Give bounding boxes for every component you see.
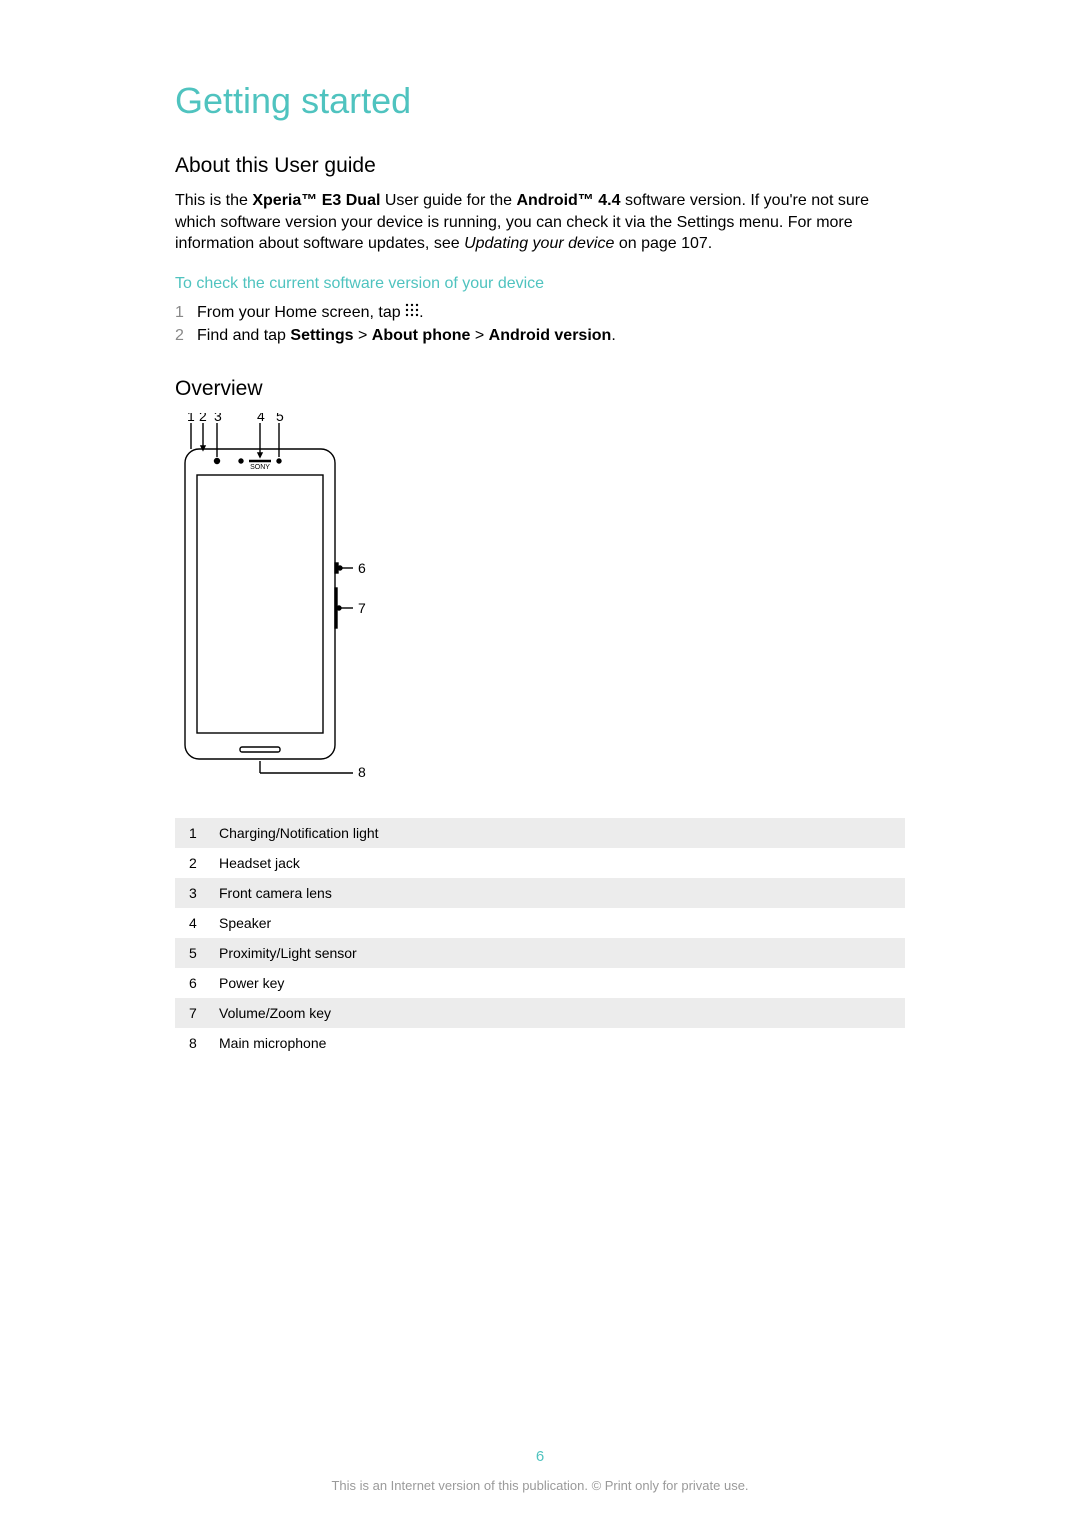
- check-version-subhead: To check the current software version of…: [175, 275, 905, 293]
- callout-num: 5: [276, 413, 284, 424]
- legend-label: Headset jack: [211, 848, 905, 878]
- table-row: 3Front camera lens: [175, 878, 905, 908]
- callout-num: 6: [358, 560, 366, 576]
- step-text-post: .: [419, 304, 423, 321]
- legend-label: Volume/Zoom key: [211, 998, 905, 1028]
- overview-heading: Overview: [175, 377, 905, 401]
- legend-label: Speaker: [211, 908, 905, 938]
- brand-label: SONY: [250, 464, 270, 471]
- step-number: 1: [175, 301, 197, 324]
- about-product: Xperia™ E3 Dual: [252, 192, 380, 209]
- legend-table: 1Charging/Notification light 2Headset ja…: [175, 818, 905, 1058]
- step-row: 1 From your Home screen, tap .: [175, 301, 905, 324]
- about-paragraph: This is the Xperia™ E3 Dual User guide f…: [175, 190, 905, 255]
- legend-num: 5: [175, 938, 211, 968]
- table-row: 2Headset jack: [175, 848, 905, 878]
- step-bold: Settings: [290, 327, 353, 344]
- step-body: From your Home screen, tap .: [197, 301, 905, 324]
- step-bold: About phone: [372, 327, 471, 344]
- callout-num: 1: [187, 413, 195, 424]
- callout-num: 8: [358, 764, 366, 780]
- legend-label: Charging/Notification light: [211, 818, 905, 848]
- legend-num: 8: [175, 1028, 211, 1058]
- table-row: 4Speaker: [175, 908, 905, 938]
- legend-num: 6: [175, 968, 211, 998]
- table-row: 6Power key: [175, 968, 905, 998]
- step-sep: >: [354, 327, 372, 344]
- callout-num: 2: [199, 413, 207, 424]
- step-text: From your Home screen, tap: [197, 304, 405, 321]
- step-body: Find and tap Settings > About phone > An…: [197, 324, 905, 347]
- legend-num: 1: [175, 818, 211, 848]
- apps-grid-icon: [405, 301, 419, 324]
- table-row: 8Main microphone: [175, 1028, 905, 1058]
- legend-num: 2: [175, 848, 211, 878]
- steps-list: 1 From your Home screen, tap . 2 Find an…: [175, 301, 905, 348]
- legend-num: 3: [175, 878, 211, 908]
- step-number: 2: [175, 324, 197, 347]
- table-row: 5Proximity/Light sensor: [175, 938, 905, 968]
- about-version: Android™ 4.4: [516, 192, 620, 209]
- about-page-ref: on page 107.: [614, 235, 712, 252]
- step-row: 2 Find and tap Settings > About phone > …: [175, 324, 905, 347]
- about-ref: Updating your device: [464, 235, 614, 252]
- legend-num: 4: [175, 908, 211, 938]
- about-text-pre: This is the: [175, 192, 252, 209]
- step-sep: >: [470, 327, 488, 344]
- step-text: Find and tap: [197, 327, 290, 344]
- page-title: Getting started: [175, 80, 905, 122]
- step-text-post: .: [611, 327, 615, 344]
- table-row: 7Volume/Zoom key: [175, 998, 905, 1028]
- callout-num: 4: [257, 413, 265, 424]
- footer-note: This is an Internet version of this publ…: [0, 1478, 1080, 1493]
- legend-label: Power key: [211, 968, 905, 998]
- legend-num: 7: [175, 998, 211, 1028]
- legend-label: Proximity/Light sensor: [211, 938, 905, 968]
- about-text-mid: User guide for the: [380, 192, 516, 209]
- table-row: 1Charging/Notification light: [175, 818, 905, 848]
- legend-label: Main microphone: [211, 1028, 905, 1058]
- step-bold: Android version: [489, 327, 612, 344]
- page-number: 6: [0, 1448, 1080, 1465]
- device-diagram: SONY: [175, 413, 905, 788]
- about-heading: About this User guide: [175, 154, 905, 178]
- page: Getting started About this User guide Th…: [0, 0, 1080, 1098]
- callout-num: 7: [358, 600, 366, 616]
- callout-num: 3: [214, 413, 222, 424]
- legend-label: Front camera lens: [211, 878, 905, 908]
